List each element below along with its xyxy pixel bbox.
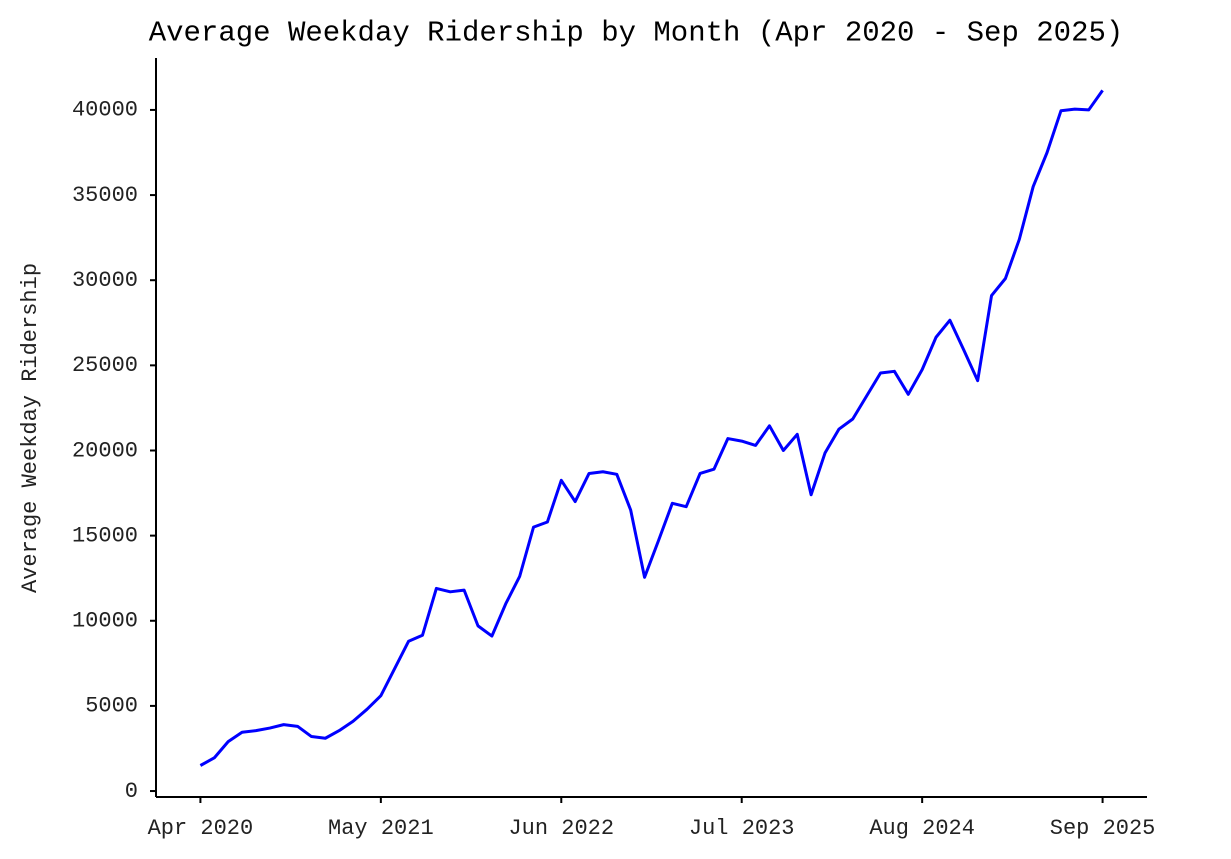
x-tick-label: Aug 2024 [869,816,975,841]
y-tick-label: 15000 [72,523,138,548]
x-tick-label: Jul 2023 [689,816,795,841]
x-tick-label: May 2021 [328,816,434,841]
line [199,89,1104,767]
x-tick-label: Sep 2025 [1050,816,1156,841]
y-tick-label: 0 [125,779,138,804]
y-tick-label: 30000 [72,268,138,293]
y-tick-label: 35000 [72,183,138,208]
x-tick-label: Jun 2022 [508,816,614,841]
y-tick-label: 10000 [72,609,138,634]
y-tick-label: 5000 [85,694,138,719]
y-tick-label: 25000 [72,353,138,378]
y-tick-label: 20000 [72,438,138,463]
y-tick-label: 40000 [72,98,138,123]
y-axis-label: Average Weekday Ridership [18,263,43,593]
chart-title: Average Weekday Ridership by Month (Apr … [149,17,1124,50]
x-tick-label: Apr 2020 [148,816,254,841]
